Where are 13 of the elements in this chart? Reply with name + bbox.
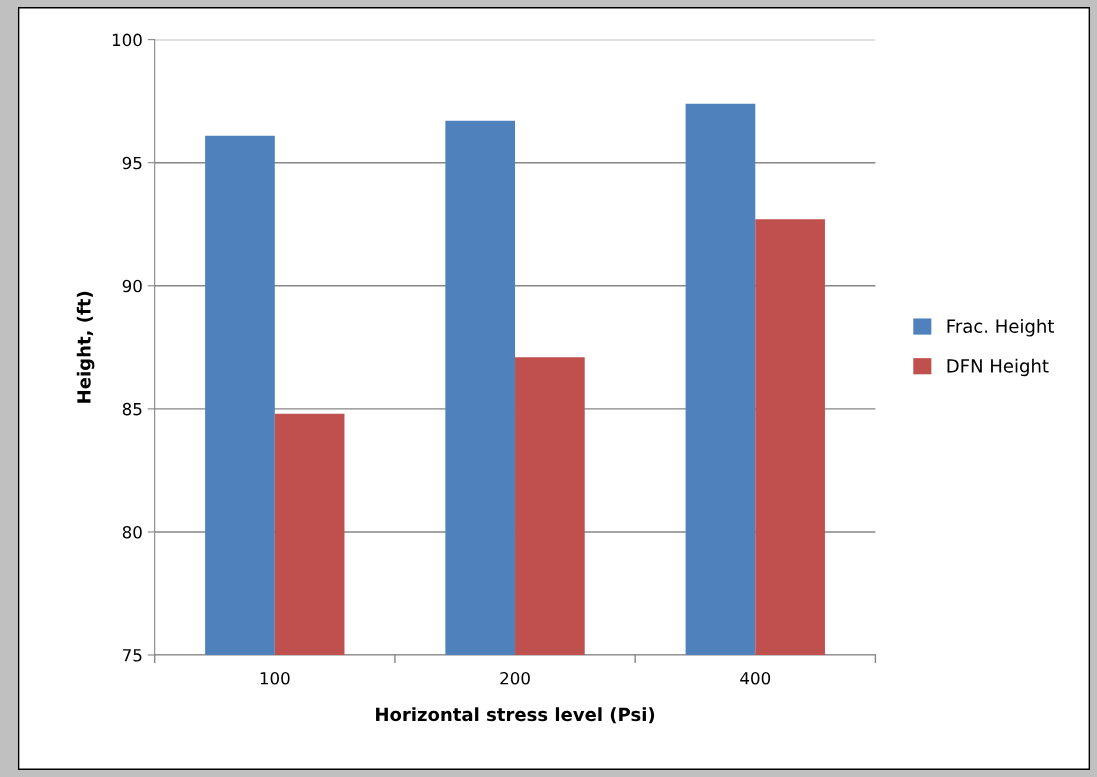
legend-label: Frac. Height	[947, 319, 1054, 337]
y-tick-label: 90	[122, 279, 142, 293]
y-tick-label: 80	[122, 525, 142, 539]
y-tick-label: 85	[122, 402, 142, 416]
legend-label: DFN Height	[947, 358, 1049, 377]
y-tick-label: 100	[112, 33, 142, 47]
x-tick-label: 400	[740, 671, 771, 685]
x-axis-title: Horizontal stress level (Psi)	[376, 707, 655, 724]
x-tick-label: 100	[260, 671, 290, 685]
y-axis-title: Height, (ft)	[76, 291, 95, 403]
y-tick-label: 95	[122, 156, 142, 170]
x-tick-label: 200	[500, 671, 530, 685]
y-tick-label: 75	[123, 649, 142, 662]
